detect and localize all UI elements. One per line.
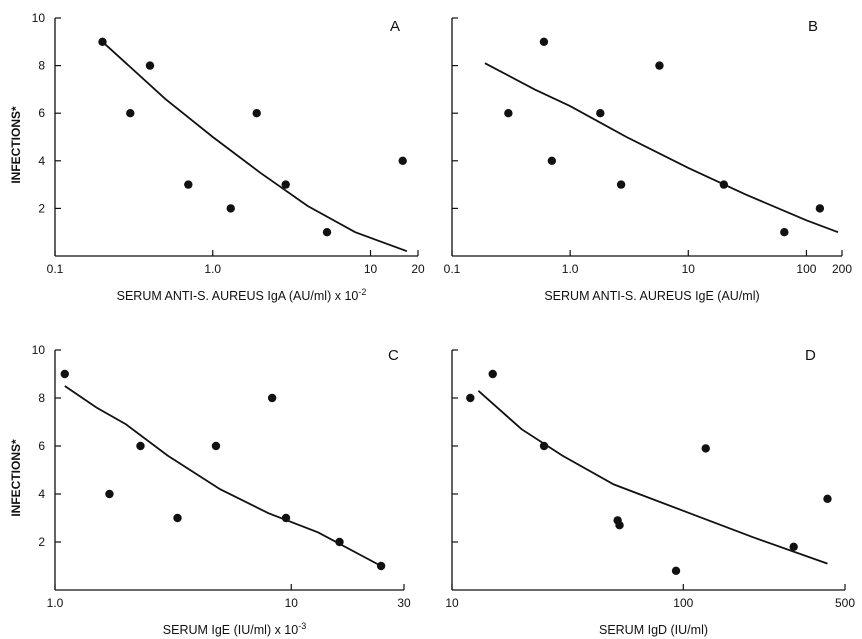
fit-line (101, 41, 408, 253)
x-tick-label: 10 (682, 262, 696, 276)
y-axis-label: INFECTIONS* (9, 106, 23, 184)
x-tick-label: 500 (835, 596, 855, 610)
y-tick-label: 6 (38, 106, 45, 120)
data-point (398, 156, 407, 165)
x-tick-label: 10 (364, 262, 378, 276)
x-tick-label: 0.1 (47, 262, 64, 276)
y-tick-label: 2 (38, 535, 45, 549)
x-tick-label: 200 (832, 262, 852, 276)
panel-d: 10 100 500 D SERUM IgD (IU/ml) (445, 347, 855, 637)
data-point (145, 61, 155, 70)
panel-letter: B (808, 18, 818, 35)
data-point (547, 156, 557, 165)
x-tick-label: 100 (796, 262, 816, 276)
data-point (815, 204, 825, 213)
data-point (281, 513, 291, 523)
x-axis-label: SERUM IgD (IU/ml) (599, 623, 708, 637)
data-point (126, 109, 135, 118)
data-point (376, 561, 386, 571)
fit-line (64, 385, 382, 567)
data-point (466, 393, 475, 403)
x-axis-label: SERUM IgE (IU/ml) x 10-3 (163, 621, 306, 637)
data-point (322, 228, 332, 237)
y-axis-label: INFECTIONS* (9, 439, 23, 517)
x-tick-label: 20 (411, 262, 425, 276)
x-tick-label: 1.0 (562, 262, 579, 276)
data-point (616, 180, 626, 189)
panel-letter: A (390, 18, 400, 35)
y-tick-label: 10 (32, 343, 46, 357)
panel-a: 2 4 6 8 10 0.1 1.0 10 20 A SERUM ANTI-S. AUREUS Ig… (9, 11, 425, 303)
data-point (539, 37, 549, 46)
x-tick-label: 1.0 (204, 262, 221, 276)
panel-b: 0.1 1.0 10 100 200 B SERUM ANTI-S. AUREUS IgE … (444, 17, 852, 303)
y-tick-label: 4 (38, 487, 45, 501)
x-tick-label: 0.1 (444, 262, 461, 276)
data-point (105, 489, 114, 499)
x-tick-label: 100 (673, 596, 693, 610)
y-tick-label: 8 (38, 59, 45, 73)
data-point (335, 537, 344, 547)
data-point (780, 228, 789, 237)
panel-letter: D (805, 347, 816, 364)
data-point (488, 369, 497, 379)
fit-line (477, 390, 828, 565)
data-point (211, 441, 221, 451)
data-point (655, 61, 664, 70)
data-point (504, 109, 513, 118)
data-point (719, 180, 729, 189)
data-point (60, 369, 69, 379)
data-point (701, 444, 710, 453)
data-point (184, 180, 193, 189)
data-point (671, 566, 681, 575)
data-point (252, 109, 261, 118)
data-point (615, 521, 624, 530)
data-point (823, 494, 832, 503)
data-point (267, 393, 277, 403)
y-tick-label: 8 (38, 391, 45, 405)
data-point (596, 109, 605, 118)
panel-c: 2 4 6 8 10 1.0 10 30 C SERUM IgE (IU/ml) x 10-3 IN… (9, 343, 411, 637)
y-tick-label: 4 (38, 154, 45, 168)
x-axis-label: SERUM ANTI-S. AUREUS IgE (AU/ml) (544, 289, 759, 303)
x-tick-label: 10 (445, 596, 459, 610)
data-point (136, 441, 145, 451)
data-point (281, 180, 290, 189)
x-tick-label: 1.0 (47, 596, 64, 610)
data-point (226, 204, 235, 213)
data-point (173, 513, 182, 523)
y-tick-label: 6 (38, 439, 45, 453)
x-tick-label: 30 (397, 596, 411, 610)
y-tick-label: 10 (32, 11, 46, 25)
x-axis-label: SERUM ANTI-S. AUREUS IgA (AU/ml) x 10-2 (117, 287, 367, 303)
data-point (98, 37, 107, 46)
data-point (789, 542, 798, 551)
panel-letter: C (388, 347, 399, 364)
fit-line (484, 62, 839, 234)
data-point (539, 441, 549, 451)
y-tick-label: 2 (38, 201, 45, 215)
x-tick-label: 10 (285, 596, 299, 610)
